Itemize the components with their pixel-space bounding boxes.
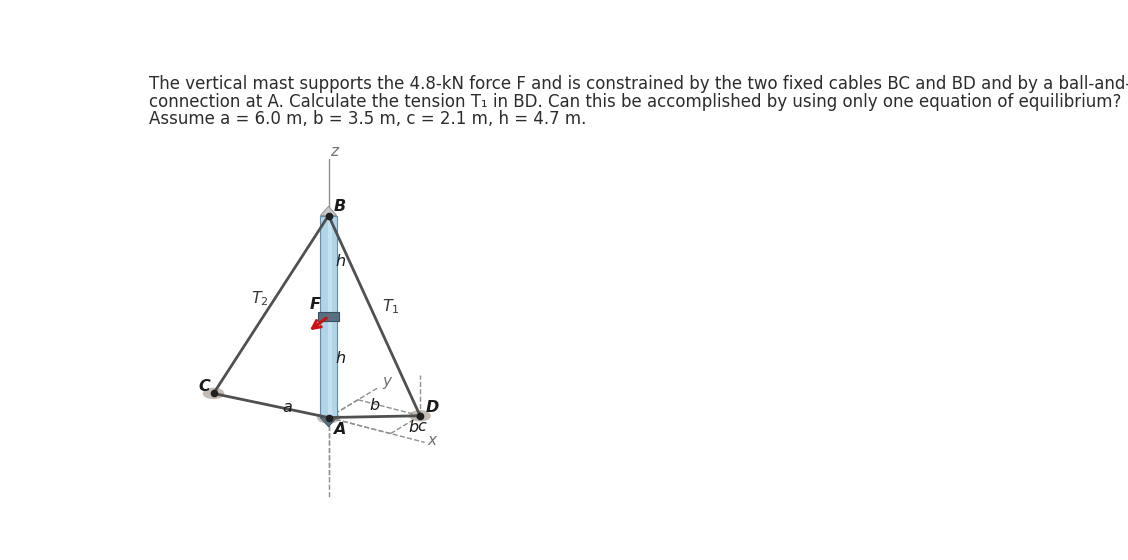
Text: h: h bbox=[335, 351, 345, 366]
Text: x: x bbox=[428, 433, 437, 449]
Text: b: b bbox=[370, 399, 380, 413]
Polygon shape bbox=[320, 206, 336, 216]
Text: B: B bbox=[334, 199, 346, 214]
Ellipse shape bbox=[318, 412, 340, 423]
Ellipse shape bbox=[409, 410, 430, 421]
Text: The vertical mast supports the 4.8-kN force F and is constrained by the two fixe: The vertical mast supports the 4.8-kN fo… bbox=[149, 75, 1128, 93]
Text: C: C bbox=[199, 379, 211, 394]
Polygon shape bbox=[328, 216, 332, 418]
Text: A: A bbox=[333, 422, 345, 437]
Polygon shape bbox=[320, 418, 336, 427]
Text: $T_1$: $T_1$ bbox=[382, 297, 399, 316]
Text: $T_2$: $T_2$ bbox=[250, 289, 268, 307]
Polygon shape bbox=[320, 216, 336, 418]
Text: F: F bbox=[309, 297, 320, 312]
Polygon shape bbox=[318, 312, 340, 321]
Text: c: c bbox=[417, 419, 425, 434]
Text: h: h bbox=[335, 254, 345, 269]
Ellipse shape bbox=[203, 389, 223, 399]
Text: a: a bbox=[282, 400, 292, 414]
Text: D: D bbox=[425, 400, 439, 415]
Text: y: y bbox=[382, 374, 391, 389]
Text: b: b bbox=[408, 421, 418, 435]
Text: z: z bbox=[331, 144, 338, 159]
Text: connection at A. Calculate the tension T₁ in BD. Can this be accomplished by usi: connection at A. Calculate the tension T… bbox=[149, 92, 1121, 111]
Text: Assume a = 6.0 m, b = 3.5 m, c = 2.1 m, h = 4.7 m.: Assume a = 6.0 m, b = 3.5 m, c = 2.1 m, … bbox=[149, 110, 587, 128]
